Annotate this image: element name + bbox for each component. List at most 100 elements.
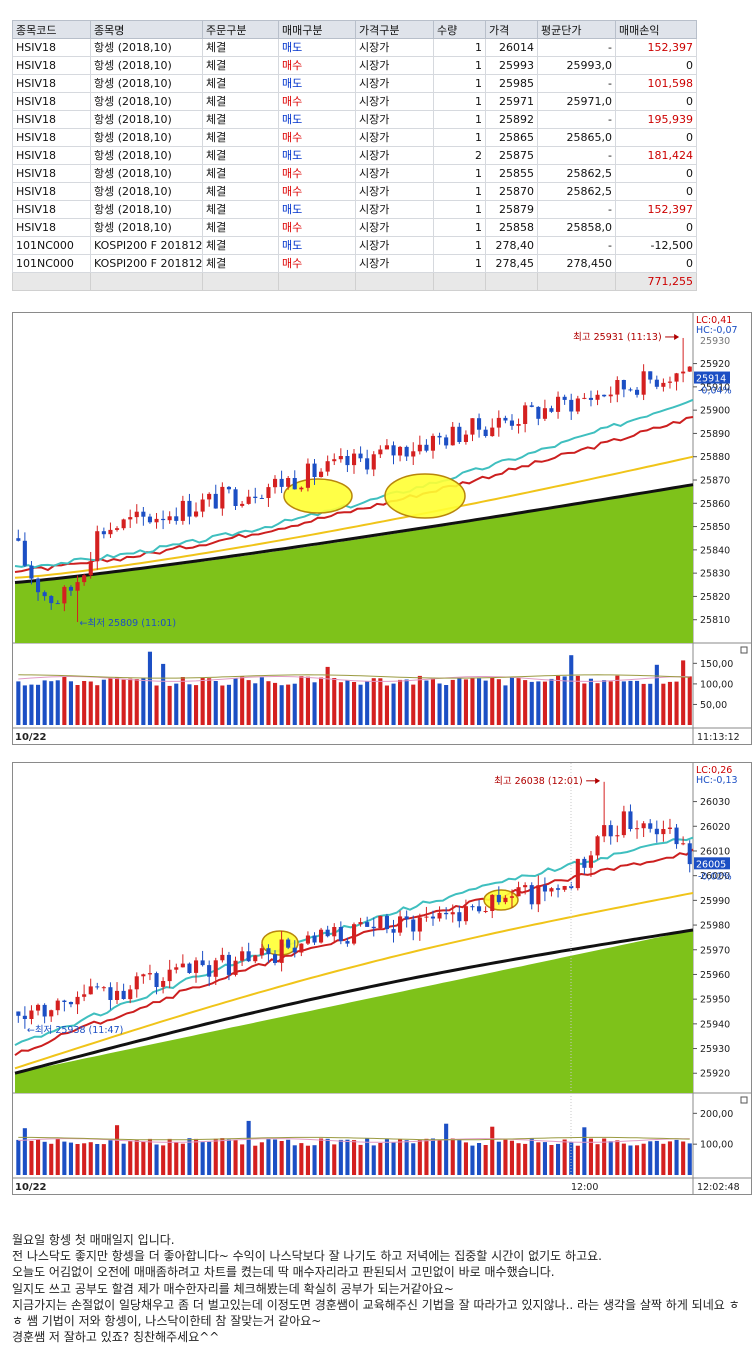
cell-price: 278,40: [485, 236, 538, 255]
volume-bar: [273, 682, 278, 725]
volume-bar: [338, 1139, 343, 1175]
candle-body: [457, 912, 462, 922]
col-header-code[interactable]: 종목코드: [12, 20, 91, 39]
ma-slow-line: [14, 455, 694, 579]
volume-bar: [575, 1145, 580, 1175]
volume-bar: [68, 1142, 73, 1175]
cell-order-type: 체결: [202, 182, 279, 201]
candle-body: [411, 919, 416, 932]
volume-bar: [29, 684, 34, 725]
candle-body: [430, 435, 435, 451]
volume-bar: [549, 678, 554, 725]
col-header-avg-price[interactable]: 평균단가: [537, 20, 616, 39]
col-header-price-type[interactable]: 가격구분: [355, 20, 434, 39]
cell-order-type: 체결: [202, 200, 279, 219]
candle-body: [101, 987, 106, 989]
candle-body: [352, 453, 357, 466]
panel-toggle-button: [740, 646, 748, 654]
volume-bar: [404, 679, 409, 725]
table-row[interactable]: HSIV18 항셍 (2018,10) 체결 매수 시장가 1 25858 25858,0 0: [12, 218, 697, 237]
volume-bar: [42, 680, 47, 725]
volume-bar: [299, 676, 304, 725]
col-header-name[interactable]: 종목명: [90, 20, 203, 39]
volume-bar: [266, 681, 271, 725]
candle-body: [496, 894, 501, 903]
cell-avg-price: 278,450: [537, 254, 616, 273]
candle-body: [417, 444, 422, 452]
hangseng-chart-1: 25810 25820 25830 25840 25850 25860 25870 25880…: [12, 312, 752, 745]
candle-body: [29, 1010, 34, 1019]
col-header-side[interactable]: 매매구분: [278, 20, 356, 39]
candle-body: [437, 435, 442, 438]
table-row[interactable]: HSIV18 항셍 (2018,10) 체결 매수 시장가 1 25855 25862,5 0: [12, 164, 697, 183]
cell-name: 항셍 (2018,10): [90, 200, 203, 219]
candle-body: [615, 835, 620, 837]
total-cell-empty: [278, 272, 356, 291]
volume-bar: [352, 682, 357, 725]
table-row[interactable]: 101NC000 KOSPI200 F 201812 체결 매도 시장가 1 278,40-…: [12, 236, 697, 255]
candle-body: [68, 1002, 73, 1005]
volume-bar: [338, 682, 343, 725]
table-row[interactable]: HSIV18 항셍 (2018,10) 체결 매도 시장가 2 25875-181,424: [12, 146, 697, 165]
table-row[interactable]: 101NC000 KOSPI200 F 201812 체결 매수 시장가 1 278,45 2…: [12, 254, 697, 273]
volume-bar: [128, 1140, 133, 1175]
table-row[interactable]: HSIV18 항셍 (2018,10) 체결 매도 시장가 1 25985-101,598: [12, 74, 697, 93]
volume-bar: [404, 1140, 409, 1175]
candle-body: [29, 565, 34, 579]
candle-body: [674, 827, 679, 845]
candle-body: [588, 855, 593, 868]
volume-bar: [253, 683, 258, 725]
total-cell-empty: [12, 272, 91, 291]
col-header-qty[interactable]: 수량: [433, 20, 486, 39]
volume-bar: [154, 1144, 159, 1175]
candle-body: [391, 929, 396, 933]
y-tick-label: 25930: [700, 1044, 730, 1055]
volume-bar: [411, 1143, 416, 1175]
candle-body: [424, 444, 429, 451]
table-row[interactable]: HSIV18 항셍 (2018,10) 체결 매도 시장가 1 25892-195,939: [12, 110, 697, 129]
table-row[interactable]: HSIV18 항셍 (2018,10) 체결 매수 시장가 1 25870 25862,5 0: [12, 182, 697, 201]
col-header-pnl[interactable]: 매매손익: [615, 20, 697, 39]
candle-body: [608, 825, 613, 837]
candle-body: [266, 948, 271, 955]
candle-body: [42, 592, 47, 597]
table-row[interactable]: HSIV18 항셍 (2018,10) 체결 매수 시장가 1 25993 25993,0 0: [12, 56, 697, 75]
volume-bar: [516, 678, 521, 725]
table-row[interactable]: HSIV18 항셍 (2018,10) 체결 매도 시장가 1 26014-152,397: [12, 38, 697, 57]
volume-bar: [529, 681, 534, 725]
candle-body: [325, 929, 330, 937]
volume-bar: [352, 1140, 357, 1175]
volume-bar: [174, 1142, 179, 1175]
current-price-label: 26005: [696, 859, 726, 870]
cell-avg-price: -: [537, 38, 616, 57]
col-header-price[interactable]: 가격: [485, 20, 538, 39]
volume-bar: [463, 679, 468, 725]
cell-price: 278,45: [485, 254, 538, 273]
volume-bar: [569, 655, 574, 725]
cell-code: HSIV18: [12, 128, 91, 147]
cell-pnl: 0: [615, 254, 697, 273]
table-row[interactable]: HSIV18 항셍 (2018,10) 체결 매도 시장가 1 25879-152,397: [12, 200, 697, 219]
blog-line: 지금가지는 손절없이 일당채우고 좀 더 벌고있는데 이정도면 경훈쌤이 교육해…: [12, 1297, 740, 1329]
cell-qty: 1: [433, 236, 486, 255]
volume-bar: [82, 1143, 87, 1175]
candle-body: [213, 493, 218, 509]
table-row[interactable]: HSIV18 항셍 (2018,10) 체결 매수 시장가 1 25865 25865,0 0: [12, 128, 697, 147]
volume-bar: [509, 677, 514, 725]
cell-avg-price: 25993,0: [537, 56, 616, 75]
col-header-order-type[interactable]: 주문구분: [202, 20, 279, 39]
volume-bar: [667, 681, 672, 725]
volume-bar: [233, 678, 238, 725]
cell-pnl: 152,397: [615, 200, 697, 219]
mid-time-label: 12:00: [571, 1182, 598, 1193]
cell-pnl: 0: [615, 56, 697, 75]
candle-body: [595, 394, 600, 400]
candle-body: [503, 417, 508, 421]
volume-bar: [75, 685, 80, 725]
candle-body: [305, 463, 310, 488]
volume-bar: [88, 681, 93, 725]
candle-body: [16, 538, 21, 541]
volume-bar: [134, 1139, 139, 1175]
table-row[interactable]: HSIV18 항셍 (2018,10) 체결 매수 시장가 1 25971 25971,0 0: [12, 92, 697, 111]
candle-body: [154, 973, 159, 987]
